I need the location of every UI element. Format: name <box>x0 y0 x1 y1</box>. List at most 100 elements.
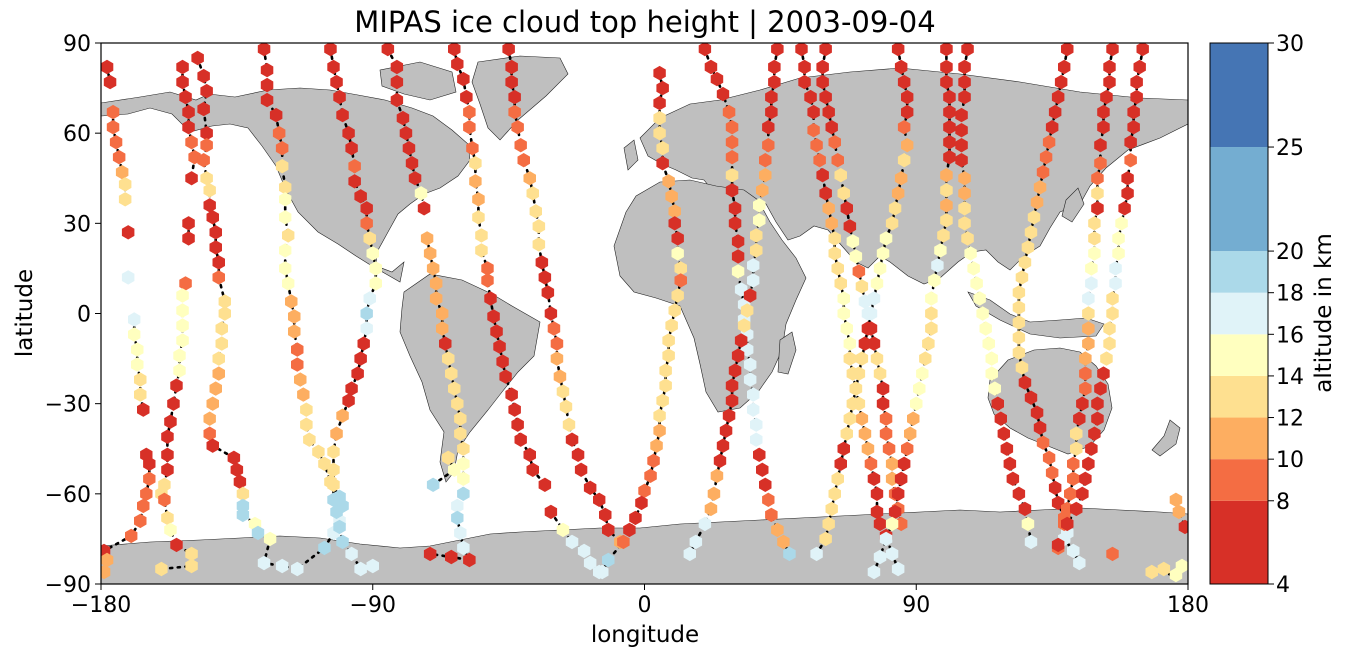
cloud-marker <box>469 174 482 189</box>
y-axis-label: latitude <box>12 269 38 357</box>
cloud-marker <box>725 150 739 165</box>
cloud-marker <box>345 141 358 156</box>
cloud-marker <box>1145 564 1158 580</box>
cloud-marker <box>653 126 666 141</box>
cloud-marker <box>1103 74 1116 90</box>
cloud-marker <box>861 441 875 456</box>
x-axis: −180 −90 0 90 180 <box>71 584 1209 618</box>
colorbar-tick-label: 4 <box>1276 573 1290 598</box>
cloud-marker <box>508 402 521 417</box>
cloud-marker <box>725 183 739 198</box>
cloud-marker <box>405 156 419 171</box>
cloud-marker <box>279 210 292 225</box>
cloud-marker <box>115 165 129 180</box>
cloud-marker <box>864 306 878 321</box>
cloud-marker <box>448 43 461 57</box>
cloud-marker <box>574 462 588 477</box>
cloud-marker <box>897 120 911 135</box>
cloud-marker <box>121 225 135 240</box>
cloud-marker <box>291 357 304 372</box>
cloud-marker <box>297 387 310 402</box>
cloud-marker <box>1048 104 1062 120</box>
cloud-marker <box>565 534 579 550</box>
cloud-marker <box>496 354 509 369</box>
cloud-marker <box>448 462 461 477</box>
cloud-marker <box>176 318 189 333</box>
cloud-marker <box>1045 120 1059 135</box>
cloud-marker <box>550 351 564 366</box>
cloud-marker <box>1067 456 1080 471</box>
y-tick-label: 60 <box>63 122 91 147</box>
cloud-marker <box>164 522 177 538</box>
cloud-marker <box>825 501 838 517</box>
cloud-marker <box>1094 156 1107 171</box>
cloud-marker <box>182 216 195 231</box>
orbit-track <box>159 282 193 571</box>
cloud-marker <box>940 43 953 57</box>
colorbar-segment <box>1210 147 1268 252</box>
cloud-marker <box>131 342 144 357</box>
cloud-marker <box>1051 537 1065 553</box>
cloud-marker <box>1106 43 1119 57</box>
cloud-marker <box>1178 519 1188 535</box>
cloud-marker <box>1067 471 1080 486</box>
cloud-marker <box>961 231 974 246</box>
colorbar-tick-label: 20 <box>1276 240 1304 265</box>
cloud-marker <box>602 552 615 568</box>
cloud-marker <box>451 510 464 526</box>
cloud-marker <box>360 321 373 336</box>
cloud-marker <box>420 231 434 246</box>
cloud-marker <box>103 74 117 90</box>
cloud-marker <box>958 59 971 75</box>
cloud-marker <box>897 74 911 90</box>
cloud-marker <box>140 486 153 501</box>
cloud-marker <box>988 381 1001 396</box>
cloud-marker <box>1088 426 1101 441</box>
cloud-marker <box>888 201 902 216</box>
cloud-marker <box>490 324 503 339</box>
cloud-marker <box>206 210 219 225</box>
cloud-marker <box>843 219 857 234</box>
cloud-marker <box>858 426 872 441</box>
cloud-marker <box>916 366 929 381</box>
cloud-marker <box>454 525 467 541</box>
colorbar-tick-label: 10 <box>1276 448 1304 473</box>
cloud-marker <box>879 231 893 246</box>
cloud-marker <box>327 59 340 75</box>
cloud-marker <box>523 447 536 462</box>
cloud-marker <box>218 306 231 321</box>
cloud-marker <box>870 504 884 520</box>
cloud-marker <box>1079 471 1092 486</box>
cloud-marker <box>1082 306 1095 321</box>
cloud-marker <box>870 351 884 366</box>
cloud-marker <box>1018 375 1032 390</box>
orbit-track <box>821 47 903 526</box>
cloud-marker <box>879 426 893 441</box>
cloud-marker <box>798 59 811 75</box>
x-tick-label: 90 <box>902 593 930 618</box>
cloud-marker <box>1109 261 1122 276</box>
cloud-marker <box>583 480 597 495</box>
cloud-marker <box>390 92 404 108</box>
cloud-marker <box>176 303 189 318</box>
cloud-marker <box>668 303 681 318</box>
cloud-marker <box>870 486 884 501</box>
cloud-marker <box>134 372 147 387</box>
cloud-marker <box>257 43 271 57</box>
cloud-marker <box>1012 330 1026 345</box>
cloud-marker <box>1042 135 1056 150</box>
cloud-marker <box>934 243 947 258</box>
cloud-marker <box>200 126 213 141</box>
cloud-marker <box>106 120 120 135</box>
cloud-marker <box>436 306 449 321</box>
cloud-marker <box>442 450 455 465</box>
land-british-isles <box>623 139 639 171</box>
cloud-marker <box>469 156 482 171</box>
cloud-marker <box>457 441 470 456</box>
cloud-marker <box>728 201 742 216</box>
cloud-marker <box>472 192 485 207</box>
colorbar-tick-label: 25 <box>1276 136 1304 161</box>
colorbar-tick-label: 8 <box>1276 490 1290 515</box>
cloud-marker <box>698 516 712 532</box>
cloud-marker <box>185 546 198 562</box>
